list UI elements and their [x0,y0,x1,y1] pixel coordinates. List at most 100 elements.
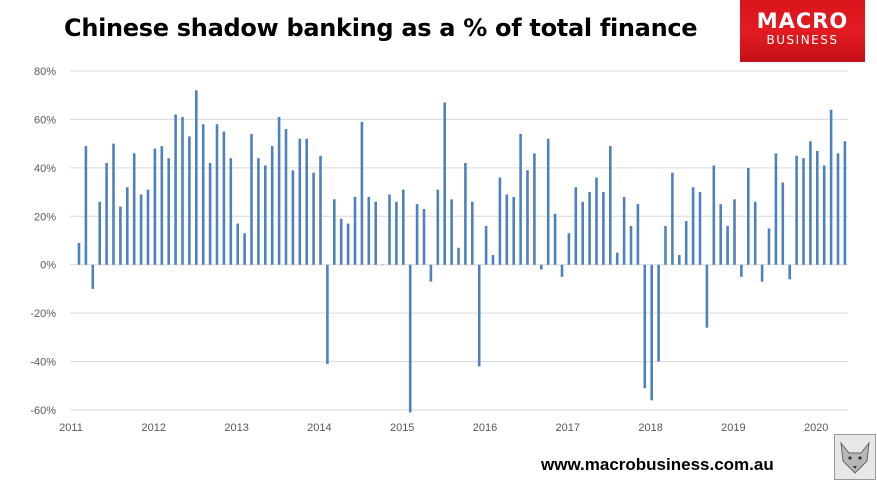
bar [802,158,805,265]
bar [491,255,495,265]
bar [560,264,564,277]
x-tick-label: 2013 [224,422,248,434]
bar [533,153,536,265]
bar [339,218,343,265]
bar [719,204,722,265]
bar [650,264,653,401]
bar [229,158,233,265]
bar [105,163,108,265]
bar [208,163,212,265]
bar [84,146,88,265]
bar [422,209,426,265]
bar [181,117,184,265]
bar [546,138,550,265]
bar [733,199,736,265]
bar [512,196,515,265]
bar [429,264,433,282]
bar [312,172,315,265]
chart-title: Chinese shadow banking as a % of total f… [64,14,698,42]
bar [712,165,716,265]
bar [360,121,364,265]
bar [753,201,757,265]
bar [705,264,709,328]
bar [443,102,446,265]
bar [195,90,198,265]
bar [381,264,384,266]
x-tick-label: 2015 [390,422,414,434]
bar [836,153,840,265]
bar [643,264,647,389]
x-tick-label: 2016 [473,422,497,434]
x-tick-label: 2018 [638,422,662,434]
bar [319,155,322,265]
bar [788,264,791,280]
bar [146,189,150,265]
bar [595,177,598,265]
bar [540,264,543,270]
bar [112,143,115,265]
bar [829,109,833,265]
bar [602,192,605,265]
bar [678,255,681,265]
bar [740,264,743,277]
bar [374,201,377,265]
x-tick-label: 2012 [142,422,166,434]
bar [484,225,488,265]
bar [588,192,591,265]
bar [816,150,819,265]
bar [402,189,405,265]
bar [91,264,95,289]
gridlines [70,70,848,411]
bar [457,247,460,265]
bar [767,228,771,265]
bar [726,225,729,265]
bar [77,242,81,265]
bar [553,213,557,265]
x-tick-label: 2019 [721,422,745,434]
bar [581,201,584,265]
bar [201,124,205,265]
logo-line-1: MACRO [756,9,849,33]
bar [188,136,191,265]
bar [284,129,288,265]
bar [498,177,502,265]
bar [388,194,391,265]
bar [353,196,357,265]
bar [333,199,336,265]
bar [305,138,308,265]
bar [774,153,778,265]
bar [243,233,246,265]
bar [450,199,453,265]
bar [408,264,412,413]
bar [153,148,157,265]
y-tick-label: -20% [30,308,56,320]
bar [615,252,619,265]
bar [609,146,612,265]
bar [574,187,578,265]
x-tick-label: 2014 [307,422,331,434]
bar [691,187,695,265]
bars [77,90,847,413]
website-url: www.macrobusiness.com.au [541,455,774,474]
bar [822,165,826,265]
bar [167,158,170,265]
y-tick-label: 0% [40,260,56,272]
y-tick-label: 80% [34,66,56,78]
x-tick-label: 2017 [556,422,580,434]
bar [250,133,253,265]
bar [664,225,667,265]
bar [264,165,267,265]
bar [436,189,440,265]
bar [298,138,302,265]
bar [505,194,509,265]
y-tick-label: 40% [34,163,56,175]
bar [519,133,522,265]
y-tick-label: -40% [30,357,56,369]
axes: -60% -40% -20% 0% 20% 40% 60% 80% 2011 2012 2013 20… [30,66,828,434]
bar [795,155,798,265]
bar [126,187,129,265]
bar [215,124,219,265]
bar [671,172,674,265]
bar [395,201,398,265]
